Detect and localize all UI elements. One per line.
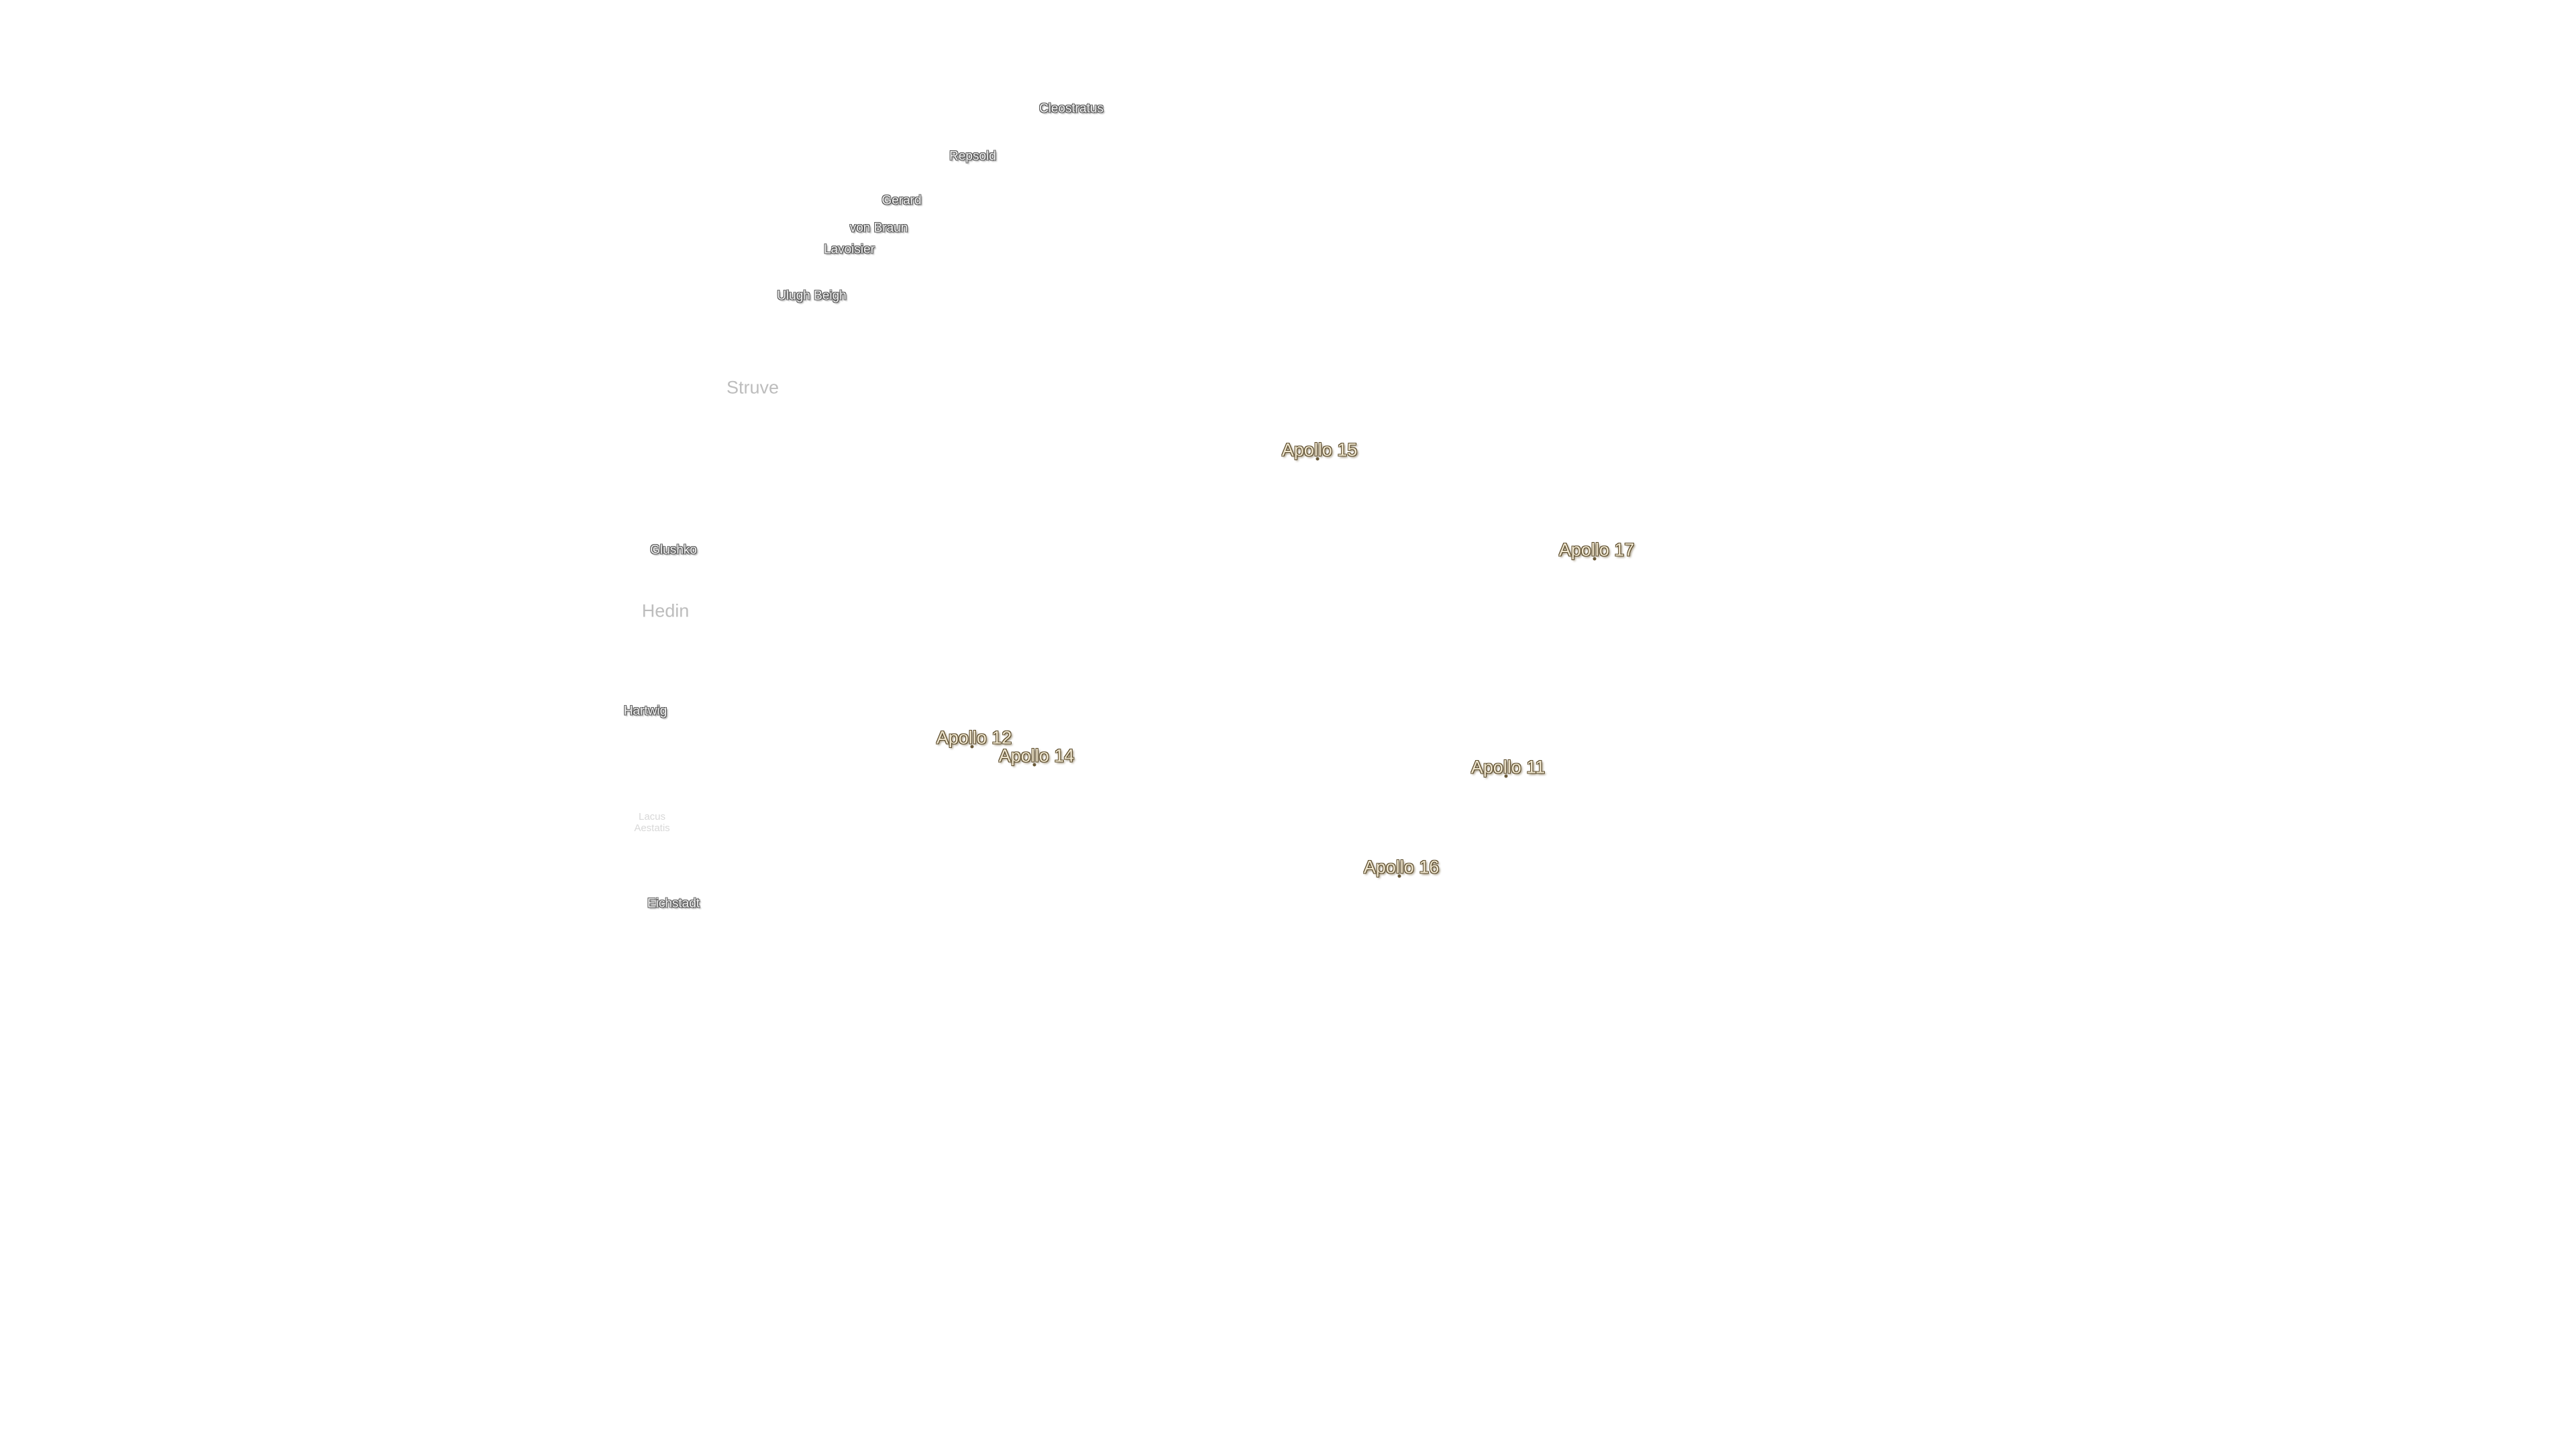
- landing-site-label: Apollo 11: [1470, 757, 1546, 777]
- crater-label: Glushko: [650, 543, 697, 557]
- landing-site-marker: [1593, 557, 1597, 561]
- crater-label: Cleostratus: [1038, 101, 1104, 116]
- crater-label: Gerard: [881, 193, 922, 208]
- crater-label: von Braun: [849, 221, 908, 235]
- landing-site-label: Apollo 14: [998, 745, 1075, 766]
- region-label: Hedin: [641, 600, 690, 621]
- landing-site-label: Apollo 16: [1363, 857, 1440, 877]
- landing-site-marker: [1397, 874, 1401, 878]
- landing-site-marker: [970, 745, 974, 749]
- crater-label: Hartwig: [623, 704, 667, 718]
- crater-label: Repsold: [949, 149, 996, 164]
- lake-label-line: Aestatis: [634, 822, 670, 834]
- crater-label: Lavoisier: [823, 242, 875, 257]
- landing-site-marker: [1316, 457, 1320, 461]
- landing-site-label: Apollo 17: [1558, 539, 1635, 560]
- crater-label: Ulugh Beigh: [777, 288, 847, 303]
- lake-label-line: Lacus: [638, 810, 666, 822]
- landing-site-marker: [1504, 774, 1508, 778]
- crater-label: Eichstadt: [647, 896, 700, 911]
- landing-site-label: Apollo 12: [936, 727, 1012, 748]
- lake-label: Lacus Aestatis: [634, 811, 669, 835]
- landing-site-label: Apollo 15: [1281, 439, 1358, 460]
- landing-site-marker: [1032, 763, 1036, 767]
- region-label: Struve: [726, 377, 780, 398]
